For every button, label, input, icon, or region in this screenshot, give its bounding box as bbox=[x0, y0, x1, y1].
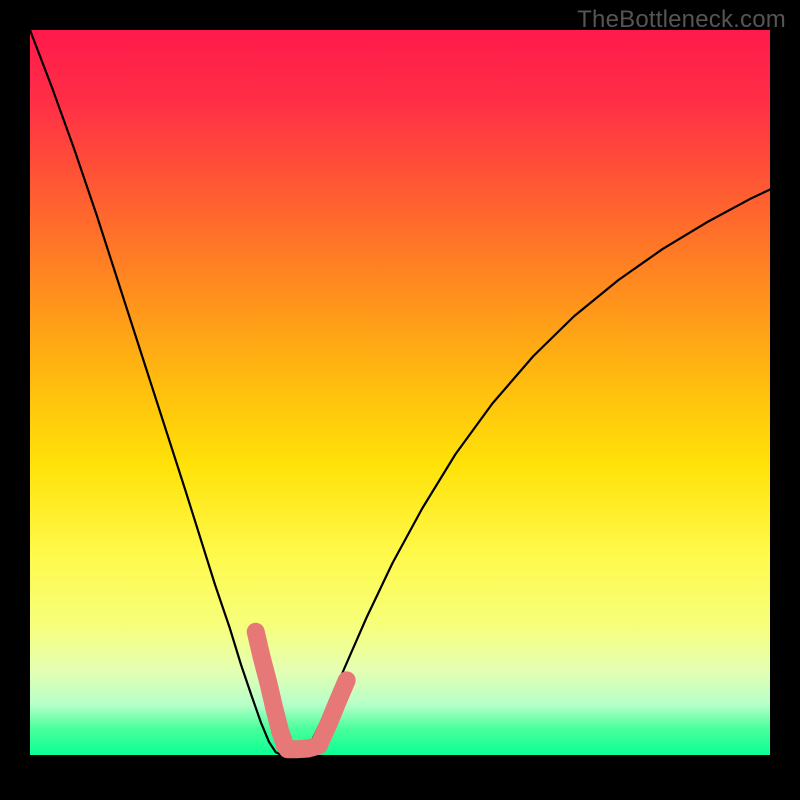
plot-background bbox=[30, 30, 770, 755]
watermark-text: TheBottleneck.com bbox=[577, 6, 786, 34]
bottleneck-chart bbox=[0, 0, 800, 800]
